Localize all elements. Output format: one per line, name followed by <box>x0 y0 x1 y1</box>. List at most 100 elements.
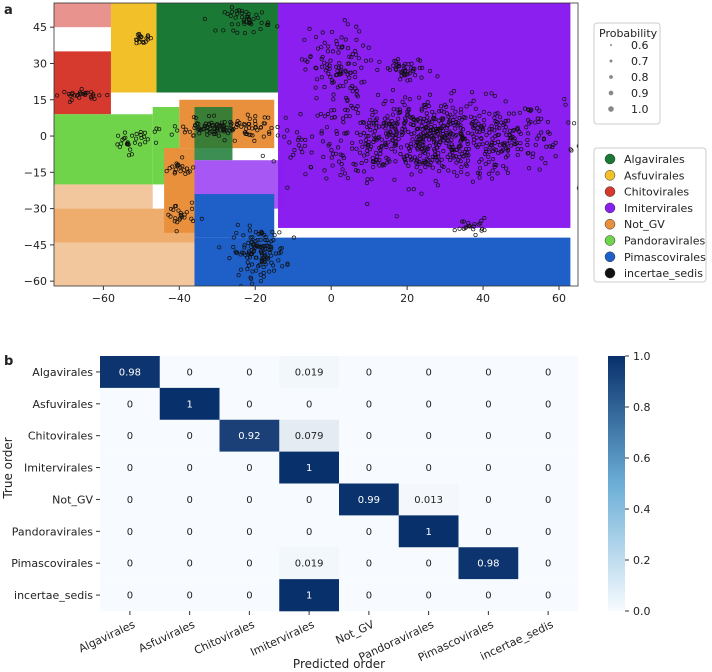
scatter-point <box>563 102 568 107</box>
heatmap-cell <box>219 419 280 452</box>
scatter-point <box>475 171 481 176</box>
scatter-point <box>427 143 432 148</box>
scatter-point <box>258 272 263 277</box>
scatter-point <box>115 142 120 147</box>
scatter-point <box>145 137 150 142</box>
heatmap-cell-label: 1 <box>306 591 312 602</box>
scatter-point <box>252 138 257 143</box>
scatter-point <box>275 133 280 138</box>
heatmap-cell-label: 0 <box>246 367 252 378</box>
scatter-point <box>402 66 407 71</box>
class-legend-label: Algavirales <box>624 153 685 166</box>
heatmap-cell <box>458 387 519 421</box>
scatter-point <box>390 112 395 117</box>
scatter-point <box>396 63 401 68</box>
scatter-point <box>453 109 458 114</box>
scatter-point <box>345 61 350 66</box>
scatter-point <box>453 154 458 159</box>
scatter-point <box>490 143 495 148</box>
scatter-point <box>420 127 425 132</box>
scatter-point <box>97 93 102 98</box>
scatter-point <box>472 222 477 227</box>
scatter-point <box>405 113 410 118</box>
y-tick-label: −15 <box>24 166 47 179</box>
scatter-point <box>390 99 395 104</box>
scatter-point <box>417 161 422 166</box>
heatmap-cell-label: 0 <box>186 463 192 474</box>
scatter-point <box>62 90 67 95</box>
heatmap-cell-label: 1 <box>186 399 192 410</box>
scatter-point <box>282 134 287 139</box>
heatmap-ylabel: True order <box>1 437 15 499</box>
probability-legend-marker <box>609 59 613 63</box>
scatter-point <box>518 131 523 136</box>
scatter-point <box>527 166 532 171</box>
scatter-point <box>380 162 385 167</box>
scatter-point <box>267 269 272 274</box>
scatter-point <box>387 159 392 164</box>
scatter-point <box>522 106 528 111</box>
scatter-point <box>154 140 159 145</box>
scatter-point <box>315 77 320 82</box>
scatter-point <box>370 159 376 164</box>
heatmap-y-tick-label: Pimascovirales <box>11 557 93 570</box>
scatter-point <box>566 120 571 125</box>
scatter-point <box>415 126 420 131</box>
scatter-point <box>404 143 410 148</box>
scatter-point <box>175 128 180 133</box>
scatter-point <box>326 44 331 49</box>
scatter-point <box>242 122 247 128</box>
scatter-point <box>365 143 370 148</box>
scatter-point <box>136 35 141 40</box>
scatter-point <box>359 65 364 70</box>
scatter-point <box>482 216 487 221</box>
scatter-point <box>490 168 495 173</box>
probability-legend-label: 0.8 <box>631 71 649 84</box>
colorbar-tick-label: 0.6 <box>633 452 651 465</box>
scatter-point <box>296 143 301 148</box>
scatter-point <box>465 150 470 156</box>
scatter-point <box>445 138 450 143</box>
scatter-point <box>359 80 364 85</box>
heatmap-cell-label: 1 <box>425 527 431 538</box>
scatter-point <box>265 22 270 27</box>
scatter-point <box>171 207 176 212</box>
scatter-point <box>390 88 396 93</box>
scatter-point <box>354 146 359 151</box>
probability-legend: Probability 0.6 0.7 0.8 0.9 1.0 <box>593 22 661 125</box>
class-legend-label: Pandoravirales <box>624 235 705 248</box>
scatter-point <box>454 133 459 138</box>
class-legend-frame <box>593 147 707 283</box>
scatter-point <box>466 153 471 158</box>
scatter-point <box>434 129 439 134</box>
heatmap-cell <box>518 483 579 516</box>
heatmap-cell <box>279 483 340 516</box>
class-legend-marker <box>604 186 616 197</box>
scatter-point <box>168 214 173 219</box>
scatter-point <box>438 104 444 109</box>
scatter-point <box>465 158 471 163</box>
scatter-point <box>320 30 325 35</box>
heatmap-cell <box>398 515 459 548</box>
scatter-point <box>539 156 544 161</box>
scatter-point <box>481 109 486 115</box>
scatter-point <box>407 97 412 102</box>
scatter-point <box>495 139 501 144</box>
scatter-point <box>497 143 502 148</box>
colorbar-tick-label: 1.0 <box>633 350 651 363</box>
heatmap-cell <box>219 451 280 484</box>
scatter-point <box>324 125 330 130</box>
scatter-point <box>275 124 280 129</box>
scatter-point <box>343 68 348 73</box>
scatter-point <box>489 176 495 181</box>
scatter-point <box>235 250 240 255</box>
class-legend-marker <box>604 235 616 246</box>
scatter-point <box>394 140 399 145</box>
scatter-point <box>366 45 371 50</box>
scatter-point <box>452 114 457 119</box>
scatter-point <box>203 124 208 129</box>
scatter-point <box>231 245 236 250</box>
scatter-point <box>480 128 486 133</box>
scatter-point <box>265 255 270 260</box>
